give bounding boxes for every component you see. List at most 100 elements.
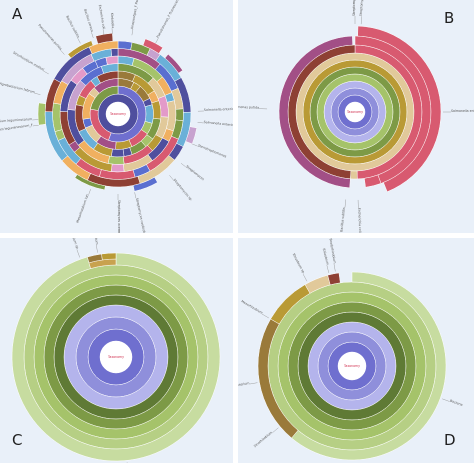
- root-label: Taxonomy: [109, 112, 126, 116]
- taxon-label: Bacillus subtilis: [65, 15, 80, 39]
- taxon-label: Agrobacterium fabrum: [0, 82, 35, 95]
- sunburst-segment: [11, 252, 221, 462]
- taxon-label: Pseudomonas_F fluorescens: [156, 0, 181, 39]
- taxon-label: Mesorhizobium loti: [75, 194, 89, 224]
- sunburst-root-node: [338, 352, 366, 380]
- taxon-label: Salmonella enterica: [451, 109, 474, 113]
- taxon-label: Bacillus subtilis: [339, 207, 346, 232]
- taxon-label: Streptomyces: [185, 165, 205, 182]
- sunburst-segment: [107, 155, 125, 165]
- taxon-label: Escherichia coli: [357, 208, 362, 233]
- taxon-label: Streptomyces coelicolor: [135, 197, 147, 233]
- taxon-label: Mesorhizobium: [241, 299, 264, 315]
- panel-letter: D: [444, 431, 456, 449]
- taxon-label: Rhizobium: [92, 238, 99, 245]
- panel-d: D Taxonomy Rhizobium sp. Rhizobium Bradyrhi…: [238, 238, 474, 463]
- root-label: Taxonomy: [343, 364, 360, 368]
- taxon-label: Rhizobium leguminosarum: [0, 117, 32, 124]
- taxon-label: Escherichia coli: [98, 4, 106, 29]
- panel-letter: A: [12, 5, 23, 23]
- taxon-label: Rhizobium sp.: [292, 253, 306, 275]
- taxon-label: Streptomyces: [359, 0, 365, 16]
- label-leader-line: [302, 274, 308, 282]
- sunburst-segment: [357, 25, 442, 193]
- label-leader-line: [169, 175, 174, 181]
- taxon-label: Salmonella enterica: [204, 107, 233, 112]
- label-leader-line: [360, 16, 362, 25]
- sunburst-chart: Taxonomy Rhizobium sp. RhizobiumBradyrhizo…: [238, 238, 463, 461]
- sunburst-segment: [74, 174, 106, 191]
- label-leader-line: [96, 244, 98, 253]
- taxon-label: Klebsiella: [110, 13, 115, 28]
- taxon-label: Streptomyces avermitilis: [117, 200, 121, 233]
- label-leader-line: [155, 37, 159, 44]
- taxon-label: Bacillus cereus: [83, 9, 94, 33]
- sunburst-segment: [110, 163, 125, 173]
- sunburst-segment: [105, 55, 119, 65]
- taxon-label: Rhizobium sp.: [68, 238, 79, 250]
- label-leader-line: [91, 32, 94, 38]
- label-leader-line: [32, 124, 39, 127]
- taxon-label: Pseudomonas putida: [37, 23, 62, 50]
- sunburst-root-node: [100, 341, 132, 373]
- sunburst-chart: Taxonomy Streptomyces sp. Streptomyces Salm…: [238, 0, 474, 233]
- taxon-label: Rhizobium: [322, 248, 330, 265]
- sunburst-segment: [111, 148, 125, 158]
- sunburst-segment: [278, 35, 353, 189]
- sunburst-segment: [142, 38, 164, 54]
- taxon-label: Salmonella enterica_B: [203, 120, 233, 128]
- taxon-label: Rhizobium leguminosarum_F: [0, 123, 33, 133]
- sunburst-segment: [132, 176, 158, 192]
- root-label: Taxonomy: [107, 355, 124, 359]
- sunburst-segment: [185, 126, 198, 145]
- sunburst-segment: [95, 32, 114, 45]
- taxon-label: Streptomyces sp.: [173, 178, 194, 202]
- sunburst-root-node: [106, 102, 130, 126]
- panel-b: B Taxonomy Streptomyces sp. Streptomyces Sa…: [238, 0, 474, 233]
- label-leader-line: [77, 37, 81, 44]
- label-leader-line: [442, 398, 450, 402]
- panel-a: A Taxonomy Anaerostipes_F Pseudomonas Pseu…: [0, 0, 233, 233]
- label-leader-line: [60, 49, 65, 55]
- label-leader-line: [180, 163, 186, 168]
- sunburst-root-node: [345, 102, 365, 122]
- label-leader-line: [76, 249, 80, 258]
- taxon-label: Pseudomonas putida: [238, 104, 259, 109]
- sunburst-segment: [101, 252, 117, 261]
- label-leader-line: [344, 199, 347, 208]
- panel-letter: B: [444, 9, 455, 27]
- taxon-label: Stenotrophomonas: [197, 143, 227, 158]
- sunburst-segment: [364, 174, 382, 188]
- sunburst-segment: [164, 53, 184, 74]
- taxon-label: Anaerostipes_F Pseudomonas: [130, 0, 142, 29]
- label-leader-line: [43, 70, 49, 75]
- panel-letter: C: [12, 431, 23, 449]
- sunburst-segment: [117, 40, 133, 51]
- label-leader-line: [134, 192, 137, 199]
- label-leader-line: [192, 143, 198, 147]
- taxon-label: Sinorhizobium: [253, 431, 273, 449]
- label-leader-line: [88, 189, 91, 195]
- sunburst-segment: [67, 40, 94, 59]
- taxon-label: Streptomyces sp.: [352, 0, 356, 16]
- sunburst-segment: [144, 104, 154, 124]
- sunburst-chart: Taxonomy Anaerostipes_F Pseudomonas Pseudo…: [0, 0, 233, 233]
- label-leader-line: [131, 29, 134, 36]
- label-leader-line: [333, 263, 336, 272]
- taxon-label: Sinorhizobium meliloti: [12, 51, 45, 72]
- sunburst-segment: [110, 48, 119, 57]
- sunburst-segment: [37, 102, 46, 126]
- root-label: Taxonomy: [346, 110, 363, 114]
- taxon-label: Agrobacterium: [238, 381, 250, 389]
- label-leader-line: [102, 29, 105, 36]
- sunburst-segment: [175, 108, 184, 121]
- label-leader-line: [272, 427, 279, 434]
- sunburst-segment: [327, 272, 341, 286]
- label-leader-line: [326, 265, 329, 273]
- sunburst-segment: [350, 170, 358, 180]
- label-leader-line: [197, 122, 204, 124]
- label-leader-line: [249, 382, 258, 385]
- taxon-label: Bradyrhizobium: [329, 238, 337, 263]
